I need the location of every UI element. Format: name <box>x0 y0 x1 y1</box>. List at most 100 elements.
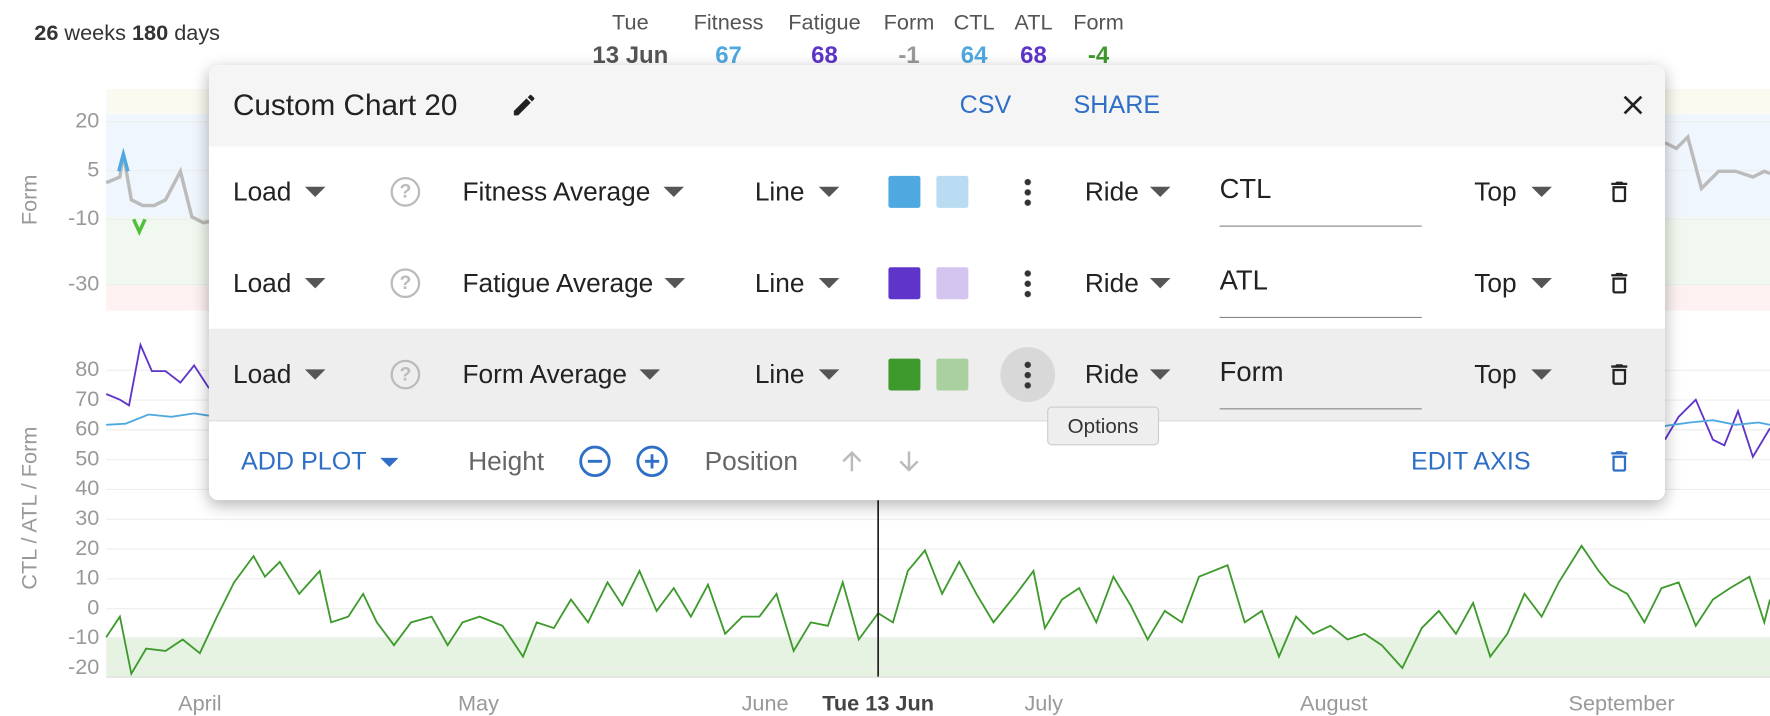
y-tick-label: 80 <box>75 356 99 381</box>
summary-value: -1 <box>898 42 920 69</box>
plot-row: Load? Form Average Line Ride Form Top <box>208 328 1665 422</box>
delete-plot[interactable] <box>1606 361 1633 388</box>
caret <box>304 186 326 197</box>
month: August <box>1300 690 1368 715</box>
edit-axis-button[interactable]: EDIT AXIS <box>1411 446 1531 476</box>
caret <box>304 278 326 289</box>
line-color[interactable] <box>888 175 921 208</box>
y-label: Form <box>17 175 42 226</box>
caret <box>818 278 840 289</box>
summary-label: Fitness <box>693 11 764 36</box>
source-select[interactable]: Load <box>232 176 292 207</box>
caret <box>1149 278 1171 289</box>
options-button[interactable] <box>1024 359 1032 390</box>
y-tick-label: 20 <box>75 107 99 132</box>
dialog-title: Custom Chart 20 <box>232 87 458 122</box>
delete-plot[interactable] <box>1606 178 1633 205</box>
move-up[interactable] <box>837 446 867 476</box>
y-tick-label: 30 <box>75 505 99 530</box>
y-tick-label: 50 <box>75 445 99 470</box>
month: May <box>458 690 499 715</box>
caret <box>379 458 399 468</box>
ctl-line <box>1664 419 1770 427</box>
metric-select[interactable]: Form Average <box>462 359 627 389</box>
fill-color[interactable] <box>936 358 969 391</box>
y-tick-label: 20 <box>75 535 99 560</box>
plot-row: Load? Fitness Average Line Ride CTL Top <box>208 146 1665 239</box>
position-select[interactable]: Top <box>1474 176 1517 207</box>
position-select[interactable]: Top <box>1474 267 1517 298</box>
style-select[interactable]: Line <box>754 359 805 389</box>
sport-select[interactable]: Ride <box>1084 359 1139 389</box>
label-field[interactable]: CTL <box>1219 157 1422 227</box>
summary-label: Tue <box>612 11 649 36</box>
months: April May June July August September <box>178 690 1674 715</box>
position-select[interactable]: Top <box>1474 359 1517 389</box>
range: 26 weeks 180 days <box>34 22 220 47</box>
options-button[interactable] <box>1024 177 1032 207</box>
line-color[interactable] <box>888 358 921 391</box>
caret <box>818 186 840 197</box>
y-tick-label: -10 <box>68 624 99 649</box>
month: June <box>742 690 789 715</box>
y-tick-label: 70 <box>75 386 99 411</box>
fill-color[interactable] <box>936 175 969 208</box>
height-plus[interactable] <box>635 444 669 478</box>
style-select[interactable]: Line <box>754 176 805 207</box>
atl-line <box>1664 398 1770 459</box>
form-line <box>105 544 1770 677</box>
y-tick-label: 10 <box>75 565 99 590</box>
caret <box>304 369 326 380</box>
month: September <box>1569 690 1675 715</box>
source-select[interactable]: Load <box>232 267 292 298</box>
close-button[interactable] <box>1617 89 1649 121</box>
summary-value: -4 <box>1087 42 1110 69</box>
add-plot-button[interactable]: ADD PLOT <box>241 446 399 476</box>
delete-plot[interactable] <box>1606 269 1633 296</box>
delete-axis[interactable] <box>1606 448 1633 475</box>
summary-label: Fatigue <box>788 11 861 36</box>
summary-value: 13 Jun <box>592 42 669 69</box>
sport-select[interactable]: Ride <box>1084 176 1139 207</box>
summary-value: 64 <box>960 42 988 69</box>
label-text: Form <box>1219 356 1284 388</box>
share-button[interactable]: SHARE <box>1073 90 1161 119</box>
edit-icon[interactable] <box>510 91 537 118</box>
caret <box>663 186 685 197</box>
caret <box>818 369 840 380</box>
atl-line <box>105 341 210 407</box>
y-tick-label: -20 <box>68 654 99 679</box>
y-tick-label: 5 <box>87 156 99 181</box>
fill-color[interactable] <box>936 267 969 300</box>
help-icon[interactable]: ? <box>390 177 421 207</box>
options-button[interactable] <box>1024 268 1032 299</box>
help-icon[interactable]: ? <box>390 268 421 299</box>
source-select[interactable]: Load <box>232 359 292 389</box>
weeks-label: weeks <box>64 21 126 46</box>
metric-select[interactable]: Fitness Average <box>462 176 651 207</box>
form-line-high <box>117 147 130 172</box>
style-select[interactable]: Line <box>754 267 805 298</box>
move-down[interactable] <box>894 446 924 476</box>
label-text: ATL <box>1219 265 1268 297</box>
metric-select[interactable]: Fatigue Average <box>462 267 654 298</box>
ctl-line <box>106 412 210 426</box>
caret <box>1149 186 1171 197</box>
help-icon[interactable]: ? <box>390 359 421 390</box>
label-field[interactable]: ATL <box>1219 248 1422 319</box>
caret <box>664 278 686 289</box>
position-label: Position <box>704 445 799 476</box>
summary-label: Form <box>883 11 935 36</box>
summary-value: 68 <box>811 42 838 69</box>
height-minus[interactable] <box>578 444 612 478</box>
label-text: CTL <box>1219 174 1272 205</box>
cursor-label: Tue 13 Jun <box>822 690 934 715</box>
csv-button[interactable]: CSV <box>959 90 1012 119</box>
caret <box>1531 186 1552 197</box>
line-color[interactable] <box>888 267 921 300</box>
label-field[interactable]: Form <box>1219 340 1422 410</box>
sport-select[interactable]: Ride <box>1084 267 1139 298</box>
dialog: Custom Chart 20 CSV SHARE Load? Fitness A… <box>208 65 1665 501</box>
